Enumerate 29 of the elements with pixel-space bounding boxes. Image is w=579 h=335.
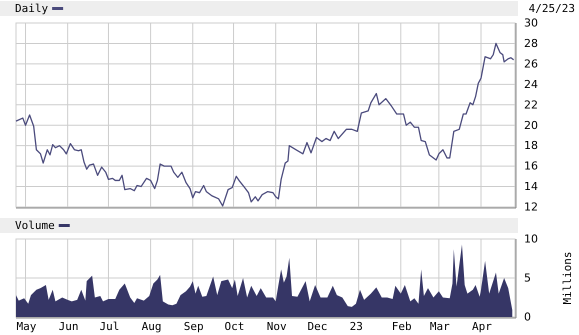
y-tick-label: 14 <box>524 180 538 194</box>
text: 4/25/23 <box>528 2 575 15</box>
y-tick-label: 22 <box>524 98 538 112</box>
x-tick-label: Jul <box>99 320 120 333</box>
x-tick-label: Nov <box>266 320 287 333</box>
y-tick-label: 5 <box>524 272 531 285</box>
x-tick-label: Jun <box>58 320 79 333</box>
x-tick-label: Feb <box>392 320 412 333</box>
y-tick-label: 28 <box>524 36 538 50</box>
x-tick-label: Apr <box>472 320 492 333</box>
legend-label: Volume <box>15 219 55 232</box>
y-tick-label: 18 <box>524 139 538 152</box>
x-tick-label: 23 <box>350 320 363 333</box>
y-tick-label: 12 <box>524 200 538 214</box>
y-axis-title: Millions <box>561 252 574 304</box>
x-tick-label: Oct <box>224 320 244 333</box>
y-tick-label: 10 <box>524 232 538 246</box>
y-tick-label: 24 <box>524 78 538 91</box>
y-tick-label: 30 <box>524 16 538 30</box>
x-tick-label: Mar <box>430 320 450 333</box>
x-tick-label: May <box>16 320 37 333</box>
y-tick-label: 26 <box>524 57 538 70</box>
x-tick-label: Dec <box>307 320 328 333</box>
y-tick-label: 16 <box>524 160 538 173</box>
x-tick-label: Sep <box>184 320 204 333</box>
x-tick-label: Aug <box>142 320 162 333</box>
y-tick-label: 0 <box>524 310 531 324</box>
y-tick-label: 20 <box>524 118 538 132</box>
legend-label: Daily <box>15 2 48 15</box>
